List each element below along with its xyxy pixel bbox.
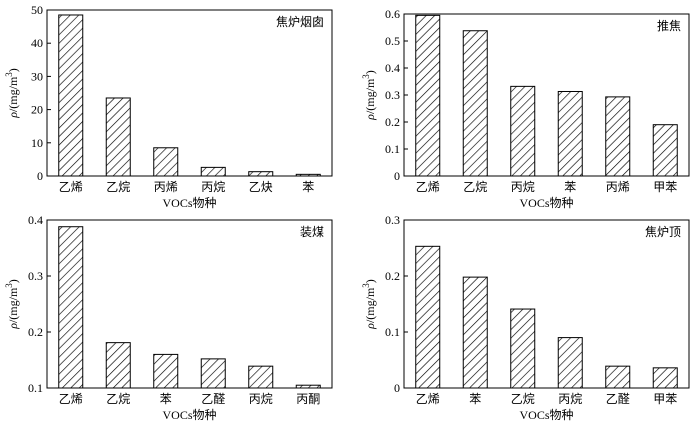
bar-2 bbox=[462, 276, 488, 389]
x-tick-label: 乙烷 bbox=[106, 392, 130, 406]
bar-4 bbox=[557, 90, 583, 177]
panel-label: 焦炉烟囱 bbox=[276, 15, 324, 29]
y-tick-label: 0 bbox=[37, 169, 43, 183]
y-tick-label: 0.3 bbox=[28, 269, 43, 283]
x-tick-label: 丙烷 bbox=[201, 180, 225, 194]
x-tick-label: 丙烯 bbox=[154, 180, 178, 194]
y-tick-label: 0.5 bbox=[385, 34, 400, 48]
x-tick-label: 乙烷 bbox=[463, 180, 487, 194]
y-tick-label: 0.1 bbox=[28, 381, 43, 395]
x-axis-label: VOCs物种 bbox=[519, 196, 573, 210]
bar-1 bbox=[415, 245, 441, 389]
y-axis-label: ρ/(mg/m3) bbox=[4, 68, 20, 119]
y-tick-label: 0.3 bbox=[385, 213, 400, 227]
x-axis-label: VOCs物种 bbox=[162, 196, 216, 210]
plot-frame bbox=[46, 9, 333, 177]
panel-label: 推焦 bbox=[657, 19, 681, 33]
x-tick-label: 乙烷 bbox=[511, 392, 535, 406]
x-tick-label: 丙烷 bbox=[558, 392, 582, 406]
y-tick-label: 0.4 bbox=[28, 213, 43, 227]
bar-4 bbox=[200, 358, 226, 389]
x-tick-label: 乙烷 bbox=[106, 180, 130, 194]
y-tick-label: 50 bbox=[31, 3, 43, 17]
bar-6 bbox=[652, 367, 678, 389]
x-tick-label: 乙烯 bbox=[416, 180, 440, 194]
y-tick-label: 0.2 bbox=[385, 269, 400, 283]
y-tick-label: 10 bbox=[31, 136, 43, 150]
bar-3 bbox=[510, 85, 536, 177]
y-tick-label: 0.1 bbox=[385, 325, 400, 339]
chart-panel-4: 乙烯 苯 乙烷 丙烷 乙醛 甲苯 0 0.1 0.2 0.3 焦炉顶 VOCs物种 ρ/(mg/m3) bbox=[361, 213, 690, 422]
y-axis-label: ρ/(mg/m3) bbox=[361, 279, 377, 330]
y-tick-label: 0.3 bbox=[385, 88, 400, 102]
y-axis-label: ρ/(mg/m3) bbox=[4, 279, 20, 330]
bar-5 bbox=[605, 365, 631, 389]
y-axis-label: ρ/(mg/m3) bbox=[361, 70, 377, 121]
x-tick-label: 丙烯 bbox=[606, 180, 630, 194]
y-tick-label: 0.2 bbox=[28, 325, 43, 339]
bar-2 bbox=[462, 30, 488, 177]
bar-3 bbox=[510, 308, 536, 389]
plot-frame bbox=[46, 219, 333, 389]
chart-panel-2: 乙烯 乙烷 丙烷 苯 丙烯 甲苯 0 0.1 0.2 0.3 0.4 0.5 0.6 推焦 VOCs物种 ρ/… bbox=[361, 7, 690, 210]
y-tick-label: 0.4 bbox=[385, 61, 400, 75]
x-tick-label: 丙烷 bbox=[249, 392, 273, 406]
bar-1 bbox=[58, 226, 84, 389]
y-tick-label: 40 bbox=[31, 36, 43, 50]
y-tick-label: 0 bbox=[394, 381, 400, 395]
y-tick-label: 0 bbox=[394, 169, 400, 183]
x-axis-label: VOCs物种 bbox=[162, 408, 216, 422]
plot-frame bbox=[403, 219, 690, 389]
bar-3 bbox=[153, 353, 179, 389]
x-tick-label: 乙烯 bbox=[59, 180, 83, 194]
x-tick-label: 苯 bbox=[302, 180, 314, 194]
bar-5 bbox=[248, 171, 274, 177]
bar-5 bbox=[605, 96, 631, 177]
x-tick-label: 丙酮 bbox=[296, 392, 320, 406]
x-tick-label: 乙烯 bbox=[59, 392, 83, 406]
bar-4 bbox=[200, 166, 226, 177]
bar-2 bbox=[105, 97, 131, 177]
panel-label: 装煤 bbox=[300, 225, 324, 239]
y-tick-label: 20 bbox=[31, 103, 43, 117]
x-tick-label: 乙醛 bbox=[201, 391, 225, 406]
panel-label: 焦炉顶 bbox=[645, 225, 681, 239]
x-tick-label: 甲苯 bbox=[653, 392, 677, 406]
x-tick-label: 乙烯 bbox=[416, 392, 440, 406]
bar-6 bbox=[652, 124, 678, 177]
y-tick-label: 0.1 bbox=[385, 142, 400, 156]
x-tick-label: 苯 bbox=[469, 392, 481, 406]
plot-frame bbox=[403, 13, 690, 177]
bar-1 bbox=[415, 14, 441, 177]
x-tick-label: 苯 bbox=[564, 180, 576, 194]
chart-panel-3: 乙烯 乙烷 苯 乙醛 丙烷 丙酮 0.1 0.2 0.3 0.4 装煤 VOCs物种 ρ/(mg/m3) bbox=[4, 213, 333, 422]
y-tick-label: 30 bbox=[31, 69, 43, 83]
x-tick-label: 丙烷 bbox=[511, 180, 535, 194]
bar-3 bbox=[153, 147, 179, 177]
x-tick-label: 乙醛 bbox=[606, 391, 630, 406]
x-axis-label: VOCs物种 bbox=[519, 408, 573, 422]
x-tick-label: 苯 bbox=[160, 392, 172, 406]
chart-panel-1: 乙烯 乙烷 丙烯 丙烷 乙炔 苯 0 10 20 30 40 50 焦炉烟囱 VOCs物种 ρ/(mg/m3… bbox=[4, 3, 333, 210]
bar-4 bbox=[557, 337, 583, 389]
y-tick-label: 0.6 bbox=[385, 7, 400, 21]
bar-2 bbox=[105, 342, 131, 389]
x-tick-label: 乙炔 bbox=[249, 180, 273, 194]
bar-1 bbox=[58, 14, 84, 177]
bar-5 bbox=[248, 365, 274, 389]
x-tick-label: 甲苯 bbox=[653, 180, 677, 194]
y-tick-label: 0.2 bbox=[385, 115, 400, 129]
